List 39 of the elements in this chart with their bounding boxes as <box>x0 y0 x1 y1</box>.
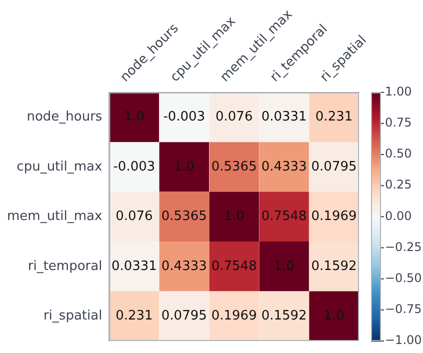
data-label: 0.231 <box>116 308 153 324</box>
data-label: 0.1592 <box>261 308 307 324</box>
data-label: 1.0 <box>224 209 244 224</box>
data-label: 0.076 <box>215 110 253 125</box>
color-bar-label: −0.50 <box>385 270 422 285</box>
data-label: 0.0795 <box>311 159 357 174</box>
data-label: 0.1592 <box>311 258 357 274</box>
y-tick-label: ri_spatial <box>43 308 102 324</box>
color-bar-label: −0.25 <box>385 240 422 254</box>
y-tick-label: ri_temporal <box>28 258 102 274</box>
y-tick-label: node_hours <box>26 110 102 125</box>
data-label: 0.7548 <box>261 209 307 224</box>
data-label: 0.4333 <box>261 159 307 174</box>
y-tick-label: mem_util_max <box>6 209 103 224</box>
data-label: 0.0331 <box>261 110 307 125</box>
color-bar-label: 0.25 <box>385 178 412 192</box>
data-label: 1.0 <box>174 159 194 174</box>
data-label: 0.076 <box>116 209 153 224</box>
data-label: 0.1969 <box>311 209 357 224</box>
color-bar-label: 0.00 <box>385 208 412 223</box>
data-label: 1.0 <box>124 110 145 125</box>
data-label: 0.1969 <box>211 308 257 324</box>
data-label: 0.0795 <box>161 308 207 324</box>
data-label: 0.7548 <box>211 258 257 274</box>
data-label: -0.003 <box>113 159 156 174</box>
data-label: 0.4333 <box>161 258 207 274</box>
data-label: 0.231 <box>315 110 353 125</box>
data-label: 1.0 <box>274 258 294 274</box>
color-bar-label: 0.50 <box>385 146 412 161</box>
color-bar-label: 0.75 <box>385 116 412 130</box>
data-label: 0.0331 <box>111 258 157 274</box>
data-label: 1.0 <box>324 308 344 324</box>
color-bar-label: −1.00 <box>385 333 422 348</box>
data-label: 0.5365 <box>161 209 207 224</box>
data-label: 0.5365 <box>211 159 257 174</box>
color-bar-label: 1.00 <box>385 84 412 98</box>
color-bar-label: −0.75 <box>385 302 422 316</box>
y-tick-label: cpu_util_max <box>16 159 103 174</box>
data-label: -0.003 <box>163 110 206 125</box>
